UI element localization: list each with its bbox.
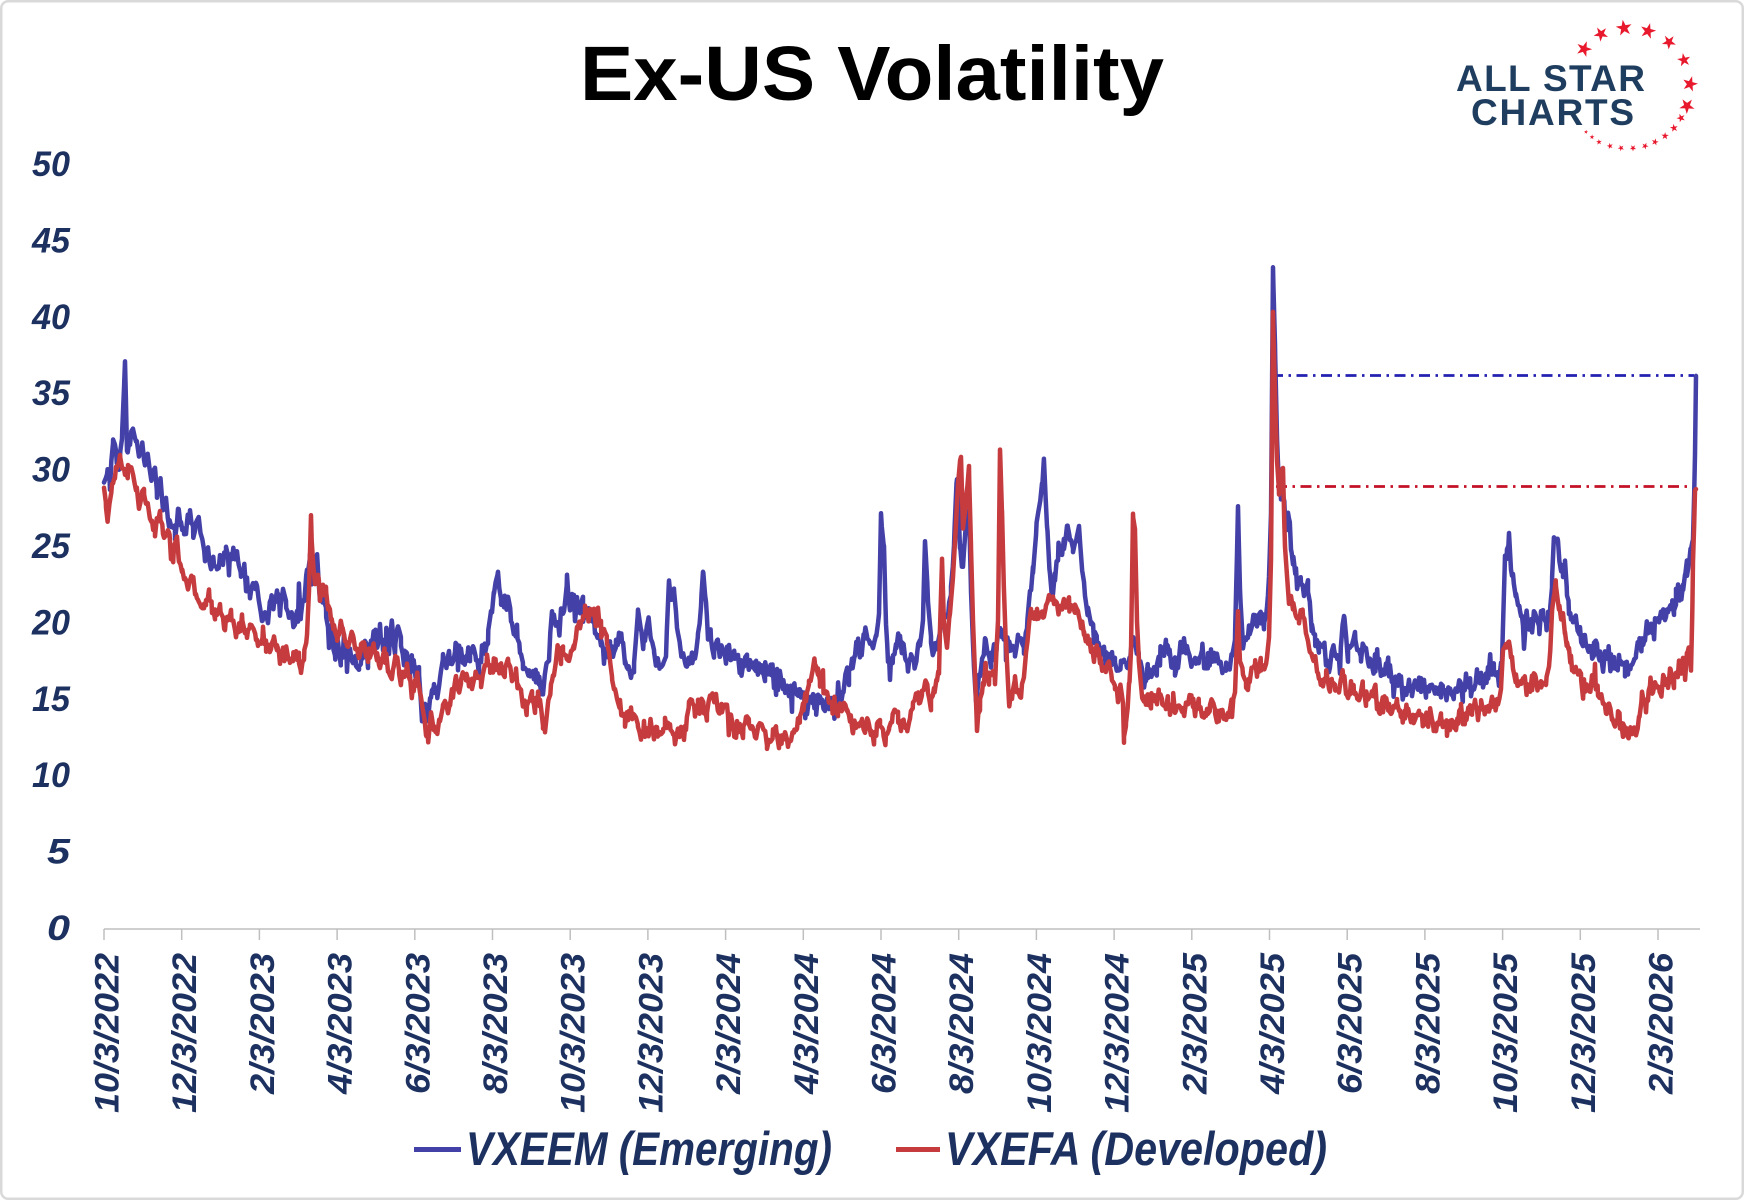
svg-text:40: 40	[31, 298, 70, 337]
svg-text:2/3/2025: 2/3/2025	[1176, 952, 1214, 1095]
svg-text:10/3/2023: 10/3/2023	[555, 953, 593, 1113]
svg-text:4/3/2023: 4/3/2023	[322, 953, 360, 1095]
svg-text:12/3/2024: 12/3/2024	[1099, 953, 1137, 1113]
svg-text:45: 45	[31, 221, 70, 260]
svg-text:VXEFA (Developed): VXEFA (Developed)	[945, 1122, 1327, 1175]
svg-text:0: 0	[47, 909, 71, 948]
svg-text:6/3/2025: 6/3/2025	[1332, 952, 1370, 1094]
svg-text:10/3/2022: 10/3/2022	[89, 953, 127, 1113]
svg-text:4/3/2024: 4/3/2024	[788, 953, 826, 1095]
svg-text:10: 10	[32, 756, 71, 795]
svg-text:8/3/2024: 8/3/2024	[943, 953, 981, 1094]
svg-text:ALL STAR: ALL STAR	[1456, 58, 1645, 99]
svg-text:2/3/2026: 2/3/2026	[1643, 952, 1681, 1095]
svg-text:4/3/2025: 4/3/2025	[1254, 952, 1292, 1095]
svg-text:12/3/2022: 12/3/2022	[166, 953, 204, 1113]
svg-text:20: 20	[31, 603, 70, 642]
svg-text:15: 15	[32, 680, 71, 719]
svg-text:50: 50	[32, 145, 71, 184]
svg-text:30: 30	[32, 451, 71, 490]
svg-text:CHARTS: CHARTS	[1471, 92, 1634, 133]
svg-text:12/3/2025: 12/3/2025	[1565, 952, 1603, 1113]
svg-text:VXEEM (Emerging): VXEEM (Emerging)	[466, 1122, 832, 1175]
svg-text:2/3/2023: 2/3/2023	[244, 953, 282, 1095]
svg-text:8/3/2025: 8/3/2025	[1409, 952, 1447, 1094]
svg-text:2/3/2024: 2/3/2024	[710, 953, 748, 1095]
svg-text:5: 5	[47, 833, 71, 872]
svg-text:10/3/2024: 10/3/2024	[1021, 953, 1059, 1113]
svg-text:35: 35	[32, 374, 71, 413]
svg-text:12/3/2023: 12/3/2023	[632, 953, 670, 1113]
svg-text:25: 25	[31, 527, 70, 566]
svg-text:Ex-US Volatility: Ex-US Volatility	[580, 31, 1164, 117]
svg-text:8/3/2023: 8/3/2023	[477, 953, 515, 1094]
svg-text:6/3/2023: 6/3/2023	[399, 953, 437, 1094]
svg-text:10/3/2025: 10/3/2025	[1487, 952, 1525, 1113]
svg-text:6/3/2024: 6/3/2024	[866, 953, 904, 1094]
